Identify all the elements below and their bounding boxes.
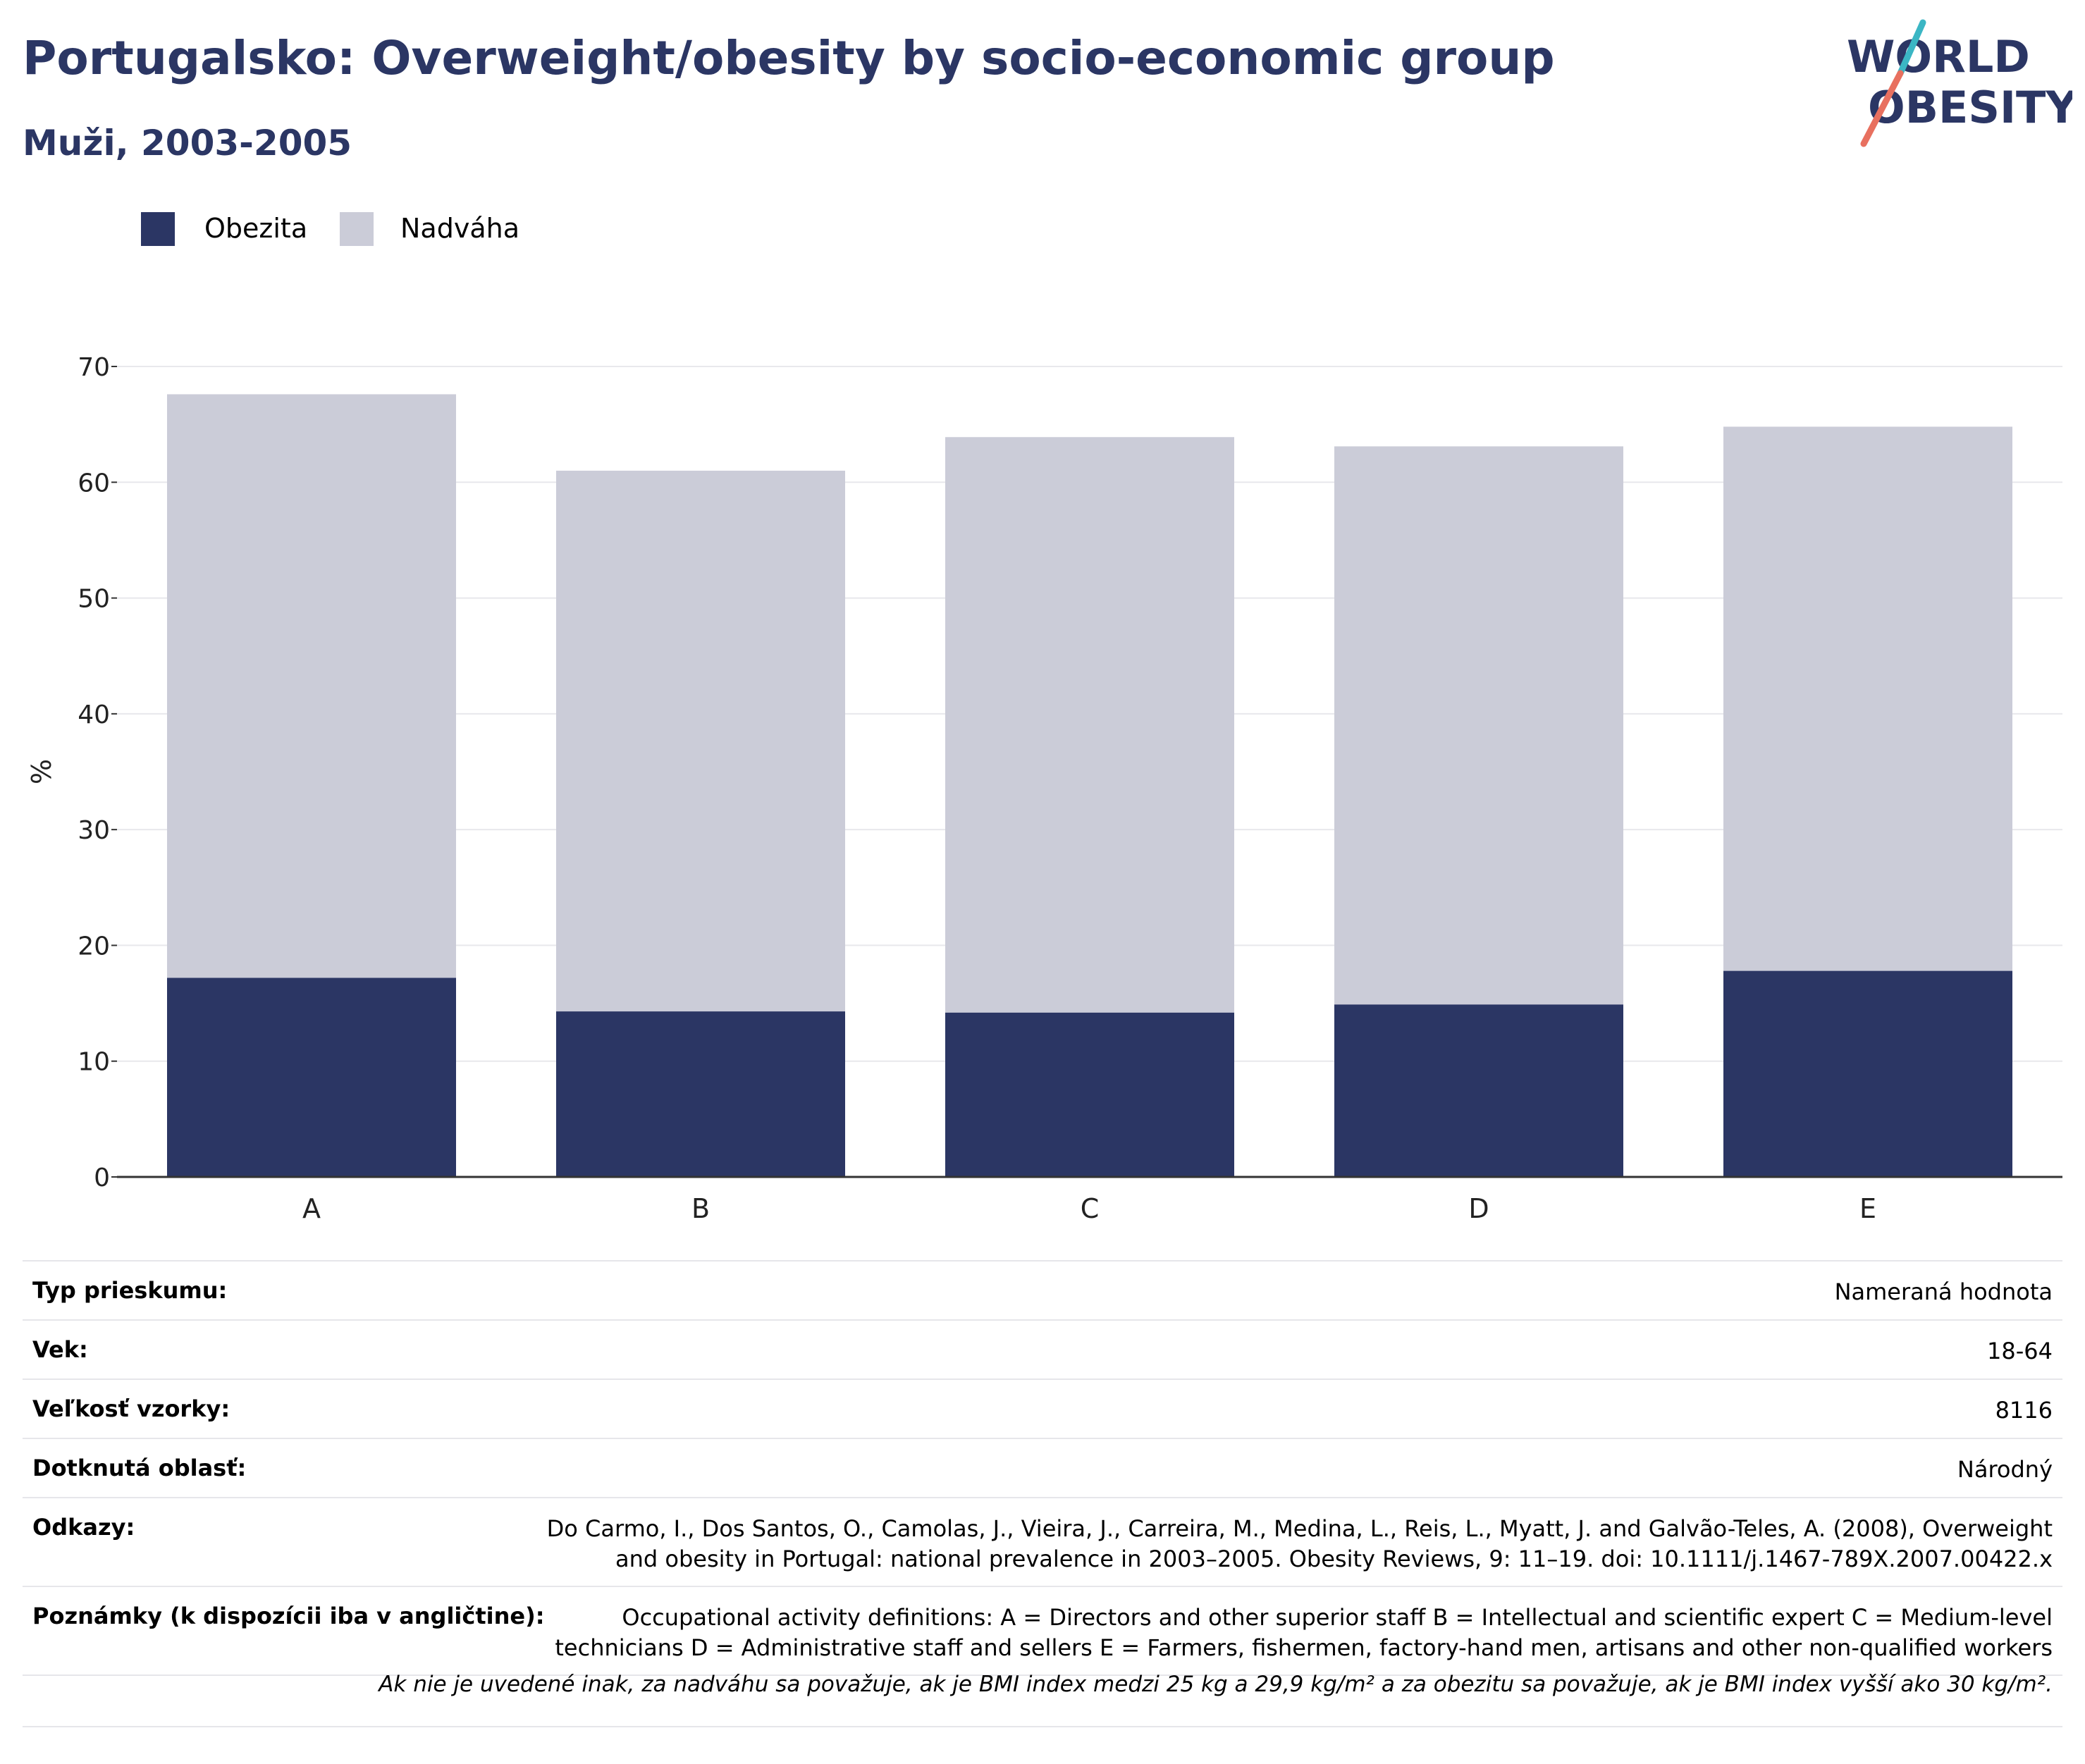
bar-overweight-c: [945, 437, 1234, 1013]
chart-title: Portugalsko: Overweight/obesity by socio…: [23, 31, 1555, 85]
x-tick-label: D: [1468, 1193, 1489, 1224]
info-value: Occupational activity definitions: A = D…: [555, 1603, 2053, 1663]
info-value: Nameraná hodnota: [1834, 1278, 2053, 1305]
bar-overweight-b: [556, 470, 845, 1012]
note-line-1: Occupational activity definitions: A = D…: [622, 1604, 2053, 1631]
info-row-notes: Poznámky (k dispozícii iba v angličtine)…: [23, 1586, 2062, 1674]
y-tick-label: 60: [78, 469, 110, 498]
logo-slash-teal: [1897, 19, 1926, 77]
y-tick-label: 40: [78, 701, 110, 729]
world-obesity-logo: WORLD OBESITY: [1847, 19, 2072, 147]
y-tick-label: 10: [78, 1048, 110, 1077]
info-value: 18-64: [1987, 1338, 2053, 1364]
x-tick-label: E: [1859, 1193, 1876, 1224]
note-line-2: technicians D = Administrative staff and…: [555, 1634, 2053, 1661]
bar-obesity-d: [1334, 1004, 1623, 1177]
bar-overweight-d: [1334, 446, 1623, 1005]
info-row-area: Dotknutá oblasť: Národný: [23, 1438, 2062, 1497]
info-key: Vek:: [32, 1336, 88, 1363]
bmi-footnote: Ak nie je uvedené inak, za nadváhu sa po…: [379, 1672, 2053, 1697]
info-key: Poznámky (k dispozícii iba v angličtine)…: [32, 1603, 545, 1629]
survey-info-table: Typ prieskumu: Nameraná hodnota Vek: 18-…: [23, 1260, 2062, 1682]
info-key: Veľkosť vzorky:: [32, 1395, 230, 1422]
bar-obesity-b: [556, 1011, 845, 1177]
y-tick-label: 20: [78, 932, 110, 961]
legend-swatch-obesity: [141, 212, 175, 246]
info-value: 8116: [1995, 1397, 2053, 1424]
info-value: Národný: [1957, 1456, 2053, 1483]
logo-line1: WORLD: [1847, 31, 2030, 82]
stacked-bar-chart: 0 10 20 30 40 50 60 70% A B C D E: [26, 353, 2062, 1224]
info-key: Typ prieskumu:: [32, 1277, 228, 1304]
info-row-references: Odkazy: Do Carmo, I., Dos Santos, O., Ca…: [23, 1497, 2062, 1586]
legend-swatch-overweight: [340, 212, 374, 246]
bar-overweight-a: [167, 394, 456, 978]
y-tick-label: 30: [78, 816, 110, 845]
legend-label-overweight: Nadváha: [400, 213, 519, 244]
info-row-divider: [23, 1674, 2062, 1682]
x-tick-label: B: [691, 1193, 710, 1224]
x-tick-label: A: [302, 1193, 321, 1224]
x-tick-label: C: [1081, 1193, 1100, 1224]
logo-line2: OBESITY: [1868, 82, 2072, 133]
reference-line-2: and obesity in Portugal: national preval…: [615, 1546, 2053, 1572]
info-key: Odkazy:: [32, 1514, 135, 1541]
reference-line-1: Do Carmo, I., Dos Santos, O., Camolas, J…: [546, 1515, 2053, 1542]
bar-obesity-e: [1723, 970, 2012, 1177]
legend-label-obesity: Obezita: [204, 213, 308, 244]
y-tick-label: 70: [78, 353, 110, 382]
bottom-rule: [23, 1726, 2062, 1727]
info-key: Dotknutá oblasť:: [32, 1455, 247, 1481]
chart-subtitle: Muži, 2003-2005: [23, 123, 352, 164]
y-tick-label: 50: [78, 585, 110, 614]
info-row-age: Vek: 18-64: [23, 1319, 2062, 1378]
logo-slash-coral: [1860, 70, 1904, 147]
bar-overweight-e: [1723, 426, 2012, 971]
info-row-sample-size: Veľkosť vzorky: 8116: [23, 1378, 2062, 1438]
info-row-survey-type: Typ prieskumu: Nameraná hodnota: [23, 1260, 2062, 1319]
bar-obesity-a: [167, 977, 456, 1177]
y-axis-label: %: [26, 759, 57, 784]
bar-obesity-c: [945, 1012, 1234, 1177]
info-value: Do Carmo, I., Dos Santos, O., Camolas, J…: [547, 1514, 2053, 1574]
y-tick-label: 0: [94, 1164, 110, 1192]
